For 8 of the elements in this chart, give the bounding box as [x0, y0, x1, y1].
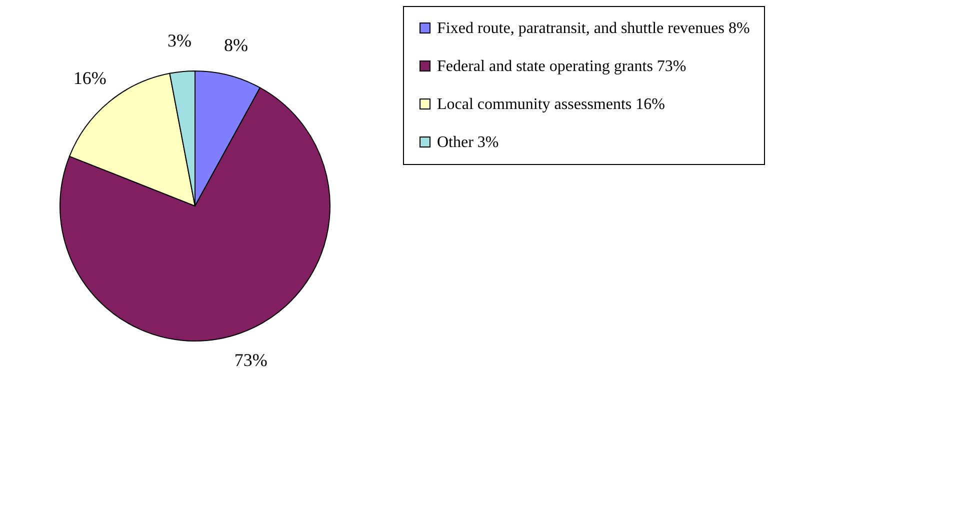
data-label: 3%: [167, 30, 192, 51]
data-label: 16%: [73, 68, 106, 88]
data-label: 73%: [234, 350, 268, 370]
legend-label: Local community assessments 16%: [437, 96, 665, 113]
data-label: 8%: [224, 35, 248, 56]
legend-label: Federal and state operating grants 73%: [437, 58, 686, 75]
legend-label: Other 3%: [437, 134, 499, 151]
legend-label: Fixed route, paratransit, and shuttle revenues 8%: [437, 20, 750, 37]
